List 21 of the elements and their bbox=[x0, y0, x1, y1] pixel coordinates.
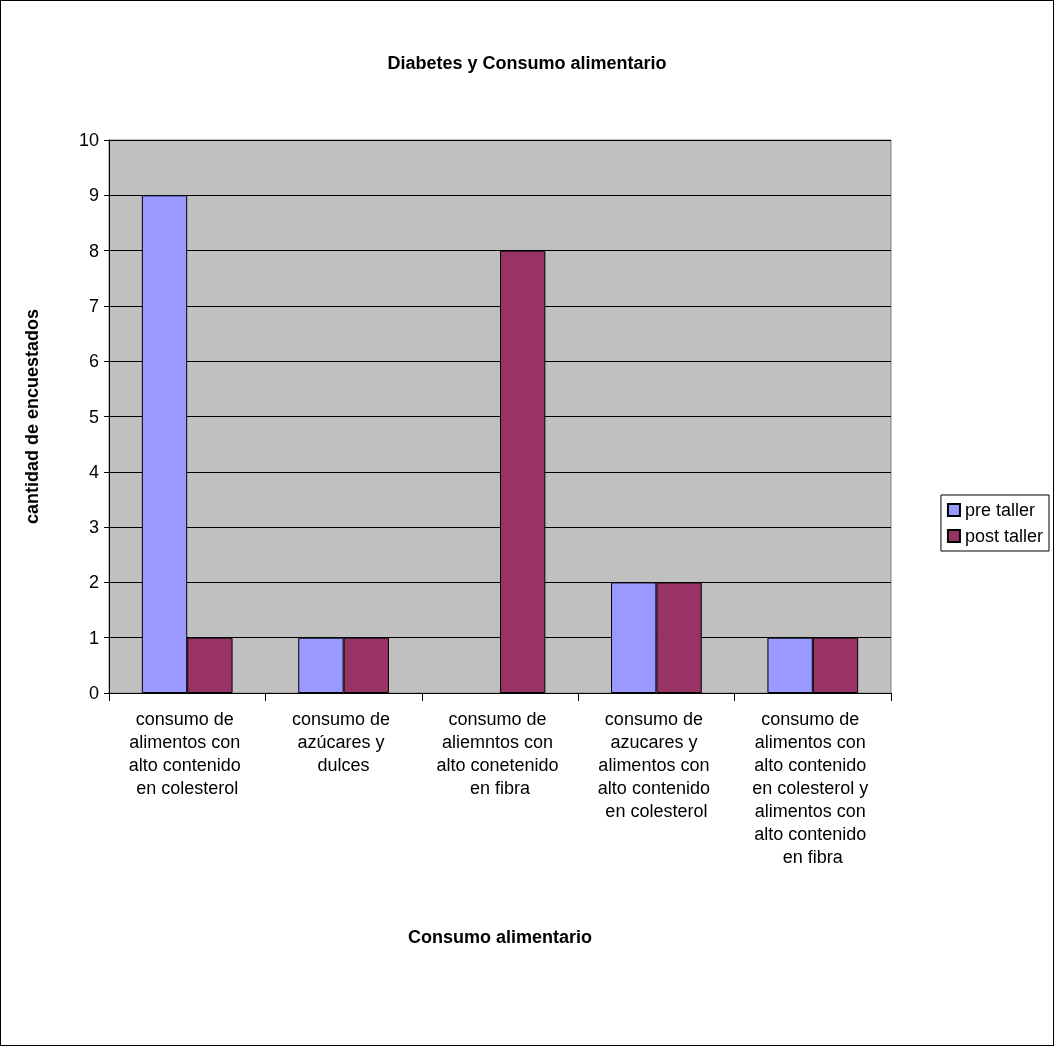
x-tick-label: consumo de alimentos con alto contenido en colesterol y alimentos con alto contenido en fibra bbox=[752, 708, 874, 867]
x-tick-label: consumo de azúcares y dulces bbox=[292, 708, 396, 775]
chart-title: Diabetes y Consumo alimentario bbox=[387, 53, 667, 73]
y-tick-label: 1 bbox=[88, 627, 99, 648]
y-tick-label: 8 bbox=[88, 240, 99, 261]
y-tick-label: 0 bbox=[88, 683, 99, 703]
y-tick-label: 9 bbox=[88, 185, 99, 206]
x-axis-title: Consumo alimentario bbox=[407, 927, 593, 947]
y-axis-title: cantidad de encuestados bbox=[22, 308, 42, 525]
y-tick-label: 6 bbox=[88, 351, 99, 372]
x-tick-label: consumo de azucares y alimentos con alto contenido en colesterol bbox=[597, 708, 715, 821]
legend-label: post taller bbox=[964, 526, 1044, 546]
legend-label: pre taller bbox=[964, 500, 1035, 520]
x-tick-label: consumo de aliemntos con alto conetenido en fibra bbox=[436, 708, 564, 798]
y-tick-label: 7 bbox=[88, 295, 99, 316]
y-tick-label: 3 bbox=[88, 517, 99, 538]
y-tick-label: 10 bbox=[78, 130, 99, 150]
y-tick-label: 4 bbox=[88, 461, 99, 482]
x-tick-label: consumo de alimentos con alto contenido en colesterol bbox=[128, 708, 246, 798]
y-tick-label: 2 bbox=[88, 572, 99, 593]
y-tick-label: 5 bbox=[88, 406, 99, 427]
